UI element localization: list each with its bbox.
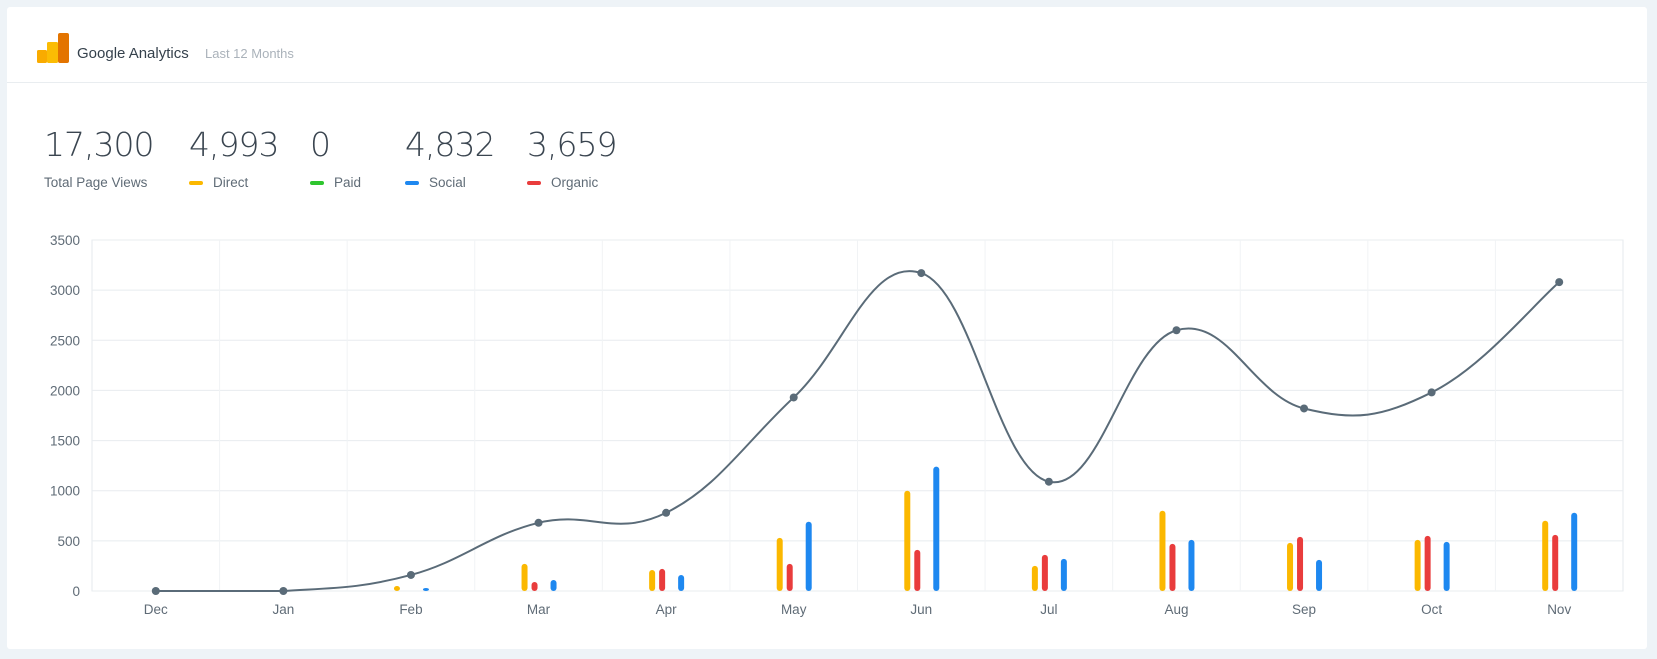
bar-direct-mar [521,563,528,591]
x-tick-label: Apr [656,602,678,617]
stat-value: 17,300 [44,125,154,164]
stat-label: Social [429,175,466,190]
app-title: Google Analytics [77,45,189,62]
bar-social-nov [1571,512,1578,591]
bar-social-aug [1188,539,1195,591]
bar-social-sep [1316,559,1323,591]
point-total-apr [662,508,671,517]
bar-organic-apr [659,568,666,591]
stat-value: 4,993 [189,125,279,164]
bar-social-apr [678,574,685,591]
y-tick-label: 3500 [50,233,80,248]
point-total-jul [1044,477,1053,486]
stat-total-page-views: 17,300 Total Page Views [44,125,154,191]
y-tick-label: 2000 [50,383,80,398]
point-total-feb [406,570,415,579]
bar-organic-jul [1041,554,1048,591]
bar-direct-may [776,537,783,591]
stat-value: 3,659 [527,125,617,164]
y-tick-label: 1500 [50,434,80,449]
bar-direct-apr [649,569,656,591]
stat-label: Total Page Views [44,175,148,190]
y-tick-label: 0 [72,584,80,599]
x-tick-label: Feb [399,602,422,617]
bar-social-mar [550,579,557,591]
bar-direct-jul [1031,565,1038,591]
bar-direct-aug [1159,510,1166,591]
date-range-label: Last 12 Months [205,46,294,61]
point-total-jan [279,587,288,595]
stat-value: 4,832 [405,125,495,164]
x-tick-label: Jul [1040,602,1057,617]
bar-social-jul [1060,558,1067,591]
bar-organic-sep [1297,536,1304,591]
stat-value: 0 [310,125,331,164]
stat-label: Organic [551,175,599,190]
point-total-sep [1300,404,1309,413]
bar-organic-oct [1424,535,1431,591]
x-tick-label: Nov [1547,602,1571,617]
direct-swatch-icon [189,180,203,185]
point-total-mar [534,518,543,527]
point-total-may [789,393,798,402]
point-total-dec [151,587,160,595]
stat-paid: 0 Paid [310,127,361,190]
y-tick-label: 3000 [50,283,80,298]
point-total-aug [1172,326,1181,335]
x-tick-label: Jan [272,602,294,617]
y-tick-label: 500 [57,534,80,549]
stat-label: Direct [213,175,249,190]
bar-organic-aug [1169,543,1176,591]
point-total-oct [1427,388,1436,397]
bar-organic-mar [531,581,538,591]
bar-direct-oct [1414,539,1421,591]
paid-swatch-icon [310,180,324,185]
y-tick-label: 1000 [50,484,80,499]
bar-direct-feb [393,585,400,591]
bar-direct-nov [1542,520,1549,591]
x-tick-label: May [781,602,807,617]
bar-organic-jun [914,549,921,591]
google-analytics-logo-icon [37,33,69,63]
x-tick-label: Dec [144,602,168,617]
organic-swatch-icon [527,180,541,185]
bar-social-may [805,521,812,591]
x-tick-label: Oct [1421,602,1442,617]
social-swatch-icon [405,180,419,185]
card-header: Google Analytics Last 12 Months [7,7,1647,83]
bar-direct-sep [1287,542,1294,591]
stat-direct: 4,993 Direct [189,125,279,190]
x-tick-label: Sep [1292,602,1316,617]
analytics-card: Google Analytics Last 12 Months 17,300 T… [7,7,1647,649]
bar-direct-jun [904,490,911,591]
bar-social-jun [933,466,940,591]
point-total-nov [1555,278,1564,287]
bar-organic-may [786,563,793,591]
x-tick-label: Aug [1164,602,1188,617]
y-tick-label: 2500 [50,333,80,348]
x-tick-label: Mar [527,602,551,617]
bar-social-oct [1443,541,1450,591]
bar-organic-nov [1552,534,1559,591]
bar-social-feb [422,587,429,591]
stat-label: Paid [334,175,362,190]
point-total-jun [917,269,926,278]
x-tick-label: Jun [910,602,932,617]
stat-organic: 3,659 Organic [527,125,617,190]
stat-social: 4,832 Social [405,125,495,190]
